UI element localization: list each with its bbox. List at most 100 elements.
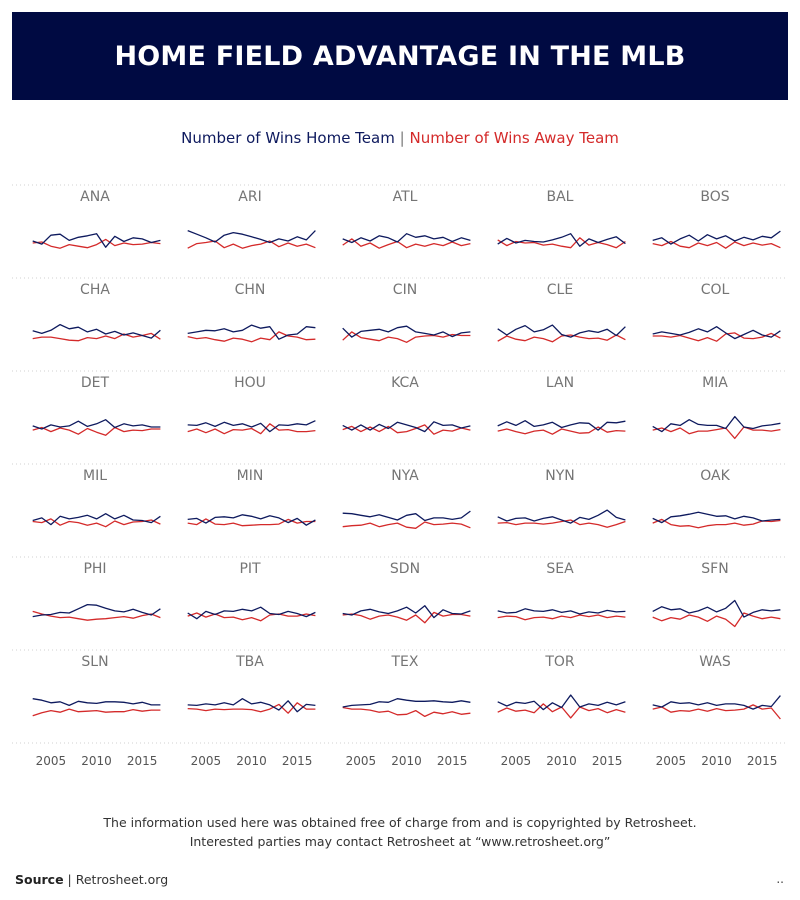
panel-title: WAS <box>699 654 731 670</box>
x-tick-label: 2015 <box>592 754 623 768</box>
source-credit: Source | Retrosheet.org <box>15 872 168 887</box>
panel-title: CHN <box>235 282 266 298</box>
title-banner: HOME FIELD ADVANTAGE IN THE MLB <box>12 12 788 100</box>
home-wins-line <box>342 325 471 338</box>
panel-tba: TBA <box>187 654 316 714</box>
away-wins-line <box>497 426 626 435</box>
panel-title: ANA <box>80 189 110 205</box>
panel-title: TOR <box>544 654 575 670</box>
source-separator: | <box>67 872 72 887</box>
home-wins-line <box>342 605 471 619</box>
panel-title: SFN <box>701 561 728 577</box>
away-wins-line <box>652 332 781 342</box>
panel-title: ARI <box>238 189 261 205</box>
source-label: Source <box>15 872 64 887</box>
home-wins-line <box>32 603 161 618</box>
panel-title: NYA <box>391 468 419 484</box>
legend-home-label: Number of Wins Home Team <box>181 129 395 147</box>
home-wins-line <box>187 514 316 526</box>
panel-title: MIN <box>237 468 264 484</box>
home-wins-line <box>497 324 626 338</box>
panel-sfn: SFN <box>652 561 781 628</box>
home-wins-line <box>187 698 316 713</box>
x-tick-label: 2005 <box>191 754 222 768</box>
panel-tex: TEX <box>342 654 471 718</box>
home-wins-line <box>342 510 471 522</box>
away-wins-line <box>652 240 781 249</box>
home-wins-line <box>342 421 471 433</box>
copyright-note-line-2: Interested parties may contact Retroshee… <box>189 834 611 849</box>
away-wins-line <box>342 521 471 529</box>
home-wins-line <box>342 233 471 244</box>
home-wins-line <box>652 599 781 618</box>
panel-hou: HOU <box>187 375 316 435</box>
panel-cha: CHA <box>32 282 161 342</box>
panel-title: TEX <box>391 654 419 670</box>
home-wins-line <box>32 233 161 248</box>
panel-title: CLE <box>547 282 573 298</box>
away-wins-line <box>187 240 316 249</box>
home-wins-line <box>497 420 626 431</box>
panel-title: LAN <box>546 375 574 391</box>
panel-title: DET <box>81 375 110 391</box>
panel-atl: ATL <box>342 189 471 249</box>
away-wins-line <box>497 519 626 528</box>
panel-title: SLN <box>81 654 108 670</box>
away-wins-line <box>652 518 781 529</box>
panel-title: BOS <box>700 189 729 205</box>
x-tick-label: 2010 <box>546 754 577 768</box>
home-wins-line <box>497 233 626 247</box>
copyright-note-line-1: The information used here was obtained f… <box>103 815 697 830</box>
away-wins-line <box>32 426 161 436</box>
home-wins-line <box>497 608 626 615</box>
away-wins-line <box>342 424 471 435</box>
panel-title: SDN <box>390 561 420 577</box>
away-wins-line <box>652 704 781 720</box>
home-wins-line <box>187 324 316 340</box>
x-tick-label: 2005 <box>656 754 687 768</box>
panel-nya: NYA <box>342 468 471 529</box>
corner-mark[interactable]: .. <box>776 872 784 886</box>
panel-mia: MIA <box>652 375 781 440</box>
home-wins-line <box>652 326 781 340</box>
home-wins-line <box>652 695 781 710</box>
home-wins-line <box>497 509 626 524</box>
home-wins-line <box>187 420 316 433</box>
away-wins-line <box>342 331 471 343</box>
away-wins-line <box>497 614 626 621</box>
away-wins-line <box>32 708 161 717</box>
x-tick-label: 2015 <box>127 754 158 768</box>
panel-min: MIN <box>187 468 316 527</box>
panel-ari: ARI <box>187 189 316 249</box>
away-wins-line <box>342 238 471 249</box>
panel-title: OAK <box>700 468 730 484</box>
panel-ana: ANA <box>32 189 161 249</box>
away-wins-line <box>32 238 161 249</box>
panel-cin: CIN <box>342 282 471 343</box>
panel-lan: LAN <box>497 375 626 435</box>
source-value[interactable]: Retrosheet.org <box>75 872 169 887</box>
home-wins-line <box>187 229 316 244</box>
x-tick-label: 2015 <box>747 754 778 768</box>
panel-title: PIT <box>239 561 261 577</box>
home-wins-line <box>652 511 781 524</box>
page-title: HOME FIELD ADVANTAGE IN THE MLB <box>114 40 686 72</box>
home-wins-line <box>652 415 781 433</box>
home-wins-line <box>342 698 471 708</box>
panel-cle: CLE <box>497 282 626 343</box>
home-wins-line <box>187 606 316 620</box>
x-tick-label: 2015 <box>282 754 313 768</box>
panel-sea: SEA <box>497 561 626 621</box>
x-tick-label: 2005 <box>346 754 377 768</box>
x-tick-label: 2010 <box>391 754 422 768</box>
panel-title: HOU <box>234 375 266 391</box>
panel-pit: PIT <box>187 561 316 622</box>
panel-phi: PHI <box>32 561 161 621</box>
home-wins-line <box>32 419 161 430</box>
x-tick-label: 2005 <box>501 754 532 768</box>
panel-title: COL <box>701 282 730 298</box>
panel-title: MIL <box>83 468 107 484</box>
home-wins-line <box>32 698 161 707</box>
panel-tor: TOR <box>497 654 626 719</box>
